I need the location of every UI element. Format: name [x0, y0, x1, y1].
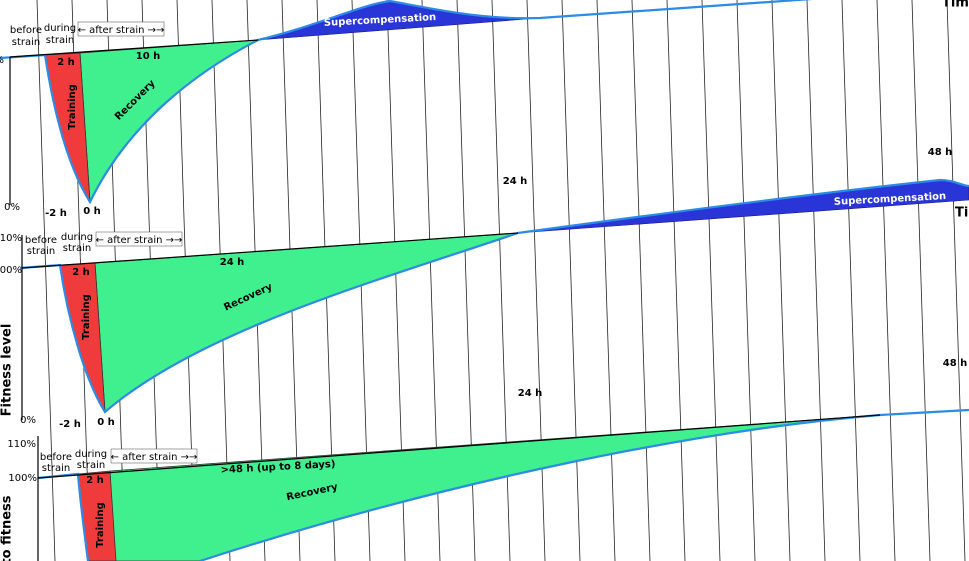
training-label: Training — [95, 502, 106, 548]
phase-label: strain — [42, 463, 71, 474]
grid-line — [701, 0, 721, 561]
x-label: 24 h — [518, 388, 543, 399]
recovery-area — [94, 232, 519, 413]
baseline — [9, 39, 259, 58]
phase-label: before — [10, 25, 42, 36]
x-label: -2 h — [59, 419, 81, 430]
duration-label: 2 h — [57, 57, 75, 68]
x-axis-label: Tim — [955, 206, 969, 221]
x-label: 24 h — [503, 176, 528, 187]
x-label: -2 h — [45, 208, 67, 219]
panel-1: % 0% before strain during strain ← after… — [0, 0, 969, 219]
y-label: 0% — [4, 202, 20, 213]
grid-line — [911, 0, 931, 561]
phase-label: during — [75, 449, 107, 460]
y-label: 100% — [0, 265, 22, 276]
y-label: 110% — [7, 439, 36, 450]
grid-line — [526, 0, 546, 561]
grid-line — [666, 0, 686, 561]
y-axis-label: to fitness — [0, 495, 15, 561]
phase-box — [77, 21, 165, 37]
grid-line — [876, 0, 896, 561]
x-label: 48 h — [943, 358, 968, 369]
recovery-area — [79, 39, 259, 204]
y-label: % — [0, 55, 4, 66]
grid-line — [806, 0, 826, 561]
grid-line — [596, 0, 616, 561]
phase-label: ← after strain →→ — [78, 25, 165, 36]
fitness-curve — [19, 178, 969, 414]
phase-label: strain — [12, 37, 41, 48]
x-axis-label: Tim — [942, 0, 969, 11]
x-label: 0 h — [97, 417, 115, 428]
x-label: 0 h — [83, 206, 101, 217]
y-label: 100% — [8, 473, 37, 484]
phase-box — [95, 231, 183, 247]
grid-line — [771, 0, 791, 561]
phase-label: strain — [46, 35, 75, 46]
y-label: 110% — [0, 233, 22, 244]
phase-label: strain — [63, 243, 92, 254]
y-label: 0% — [20, 415, 36, 426]
phase-label: during — [44, 23, 76, 34]
supercompensation-area — [517, 179, 969, 234]
baseline — [37, 414, 881, 479]
grid-line — [946, 0, 966, 561]
duration-label: 10 h — [136, 51, 161, 62]
training-label: Training — [81, 294, 92, 340]
phase-label: strain — [77, 460, 106, 471]
fitness-curve — [0, 0, 814, 205]
grid-line — [841, 0, 861, 561]
x-label: 48 h — [928, 147, 953, 158]
y-axis-label: Fitness level — [0, 324, 15, 417]
grid-line — [561, 0, 581, 561]
panel-2: 110% 100% 0% before strain during strain… — [0, 178, 969, 430]
phase-label: strain — [27, 246, 56, 257]
phase-box — [110, 448, 198, 464]
grid-line — [631, 0, 651, 561]
grid-line — [36, 0, 56, 561]
training-label: Training — [67, 84, 78, 130]
grid-line — [736, 0, 756, 561]
phase-label: ← after strain →→ — [111, 452, 198, 463]
duration-label: 24 h — [220, 257, 245, 268]
duration-label: 2 h — [72, 267, 90, 278]
phase-label: before — [25, 235, 57, 246]
duration-label: 2 h — [86, 475, 104, 486]
phase-label: during — [61, 232, 93, 243]
phase-label: ← after strain →→ — [96, 235, 183, 246]
recovery-area — [109, 414, 881, 561]
phase-label: before — [40, 452, 72, 463]
panel-3: 110% 100% before strain during strain ← … — [0, 408, 969, 561]
baseline — [21, 232, 519, 269]
